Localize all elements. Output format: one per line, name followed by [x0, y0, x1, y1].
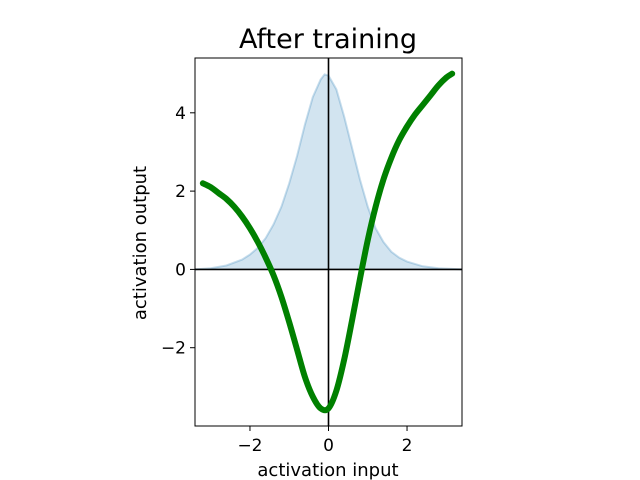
x-tick-label: 0: [323, 436, 334, 456]
y-tick-label: 4: [175, 104, 186, 124]
x-axis-ticks: −2 0 2: [237, 426, 412, 456]
activation-curve-line: [199, 70, 456, 414]
y-tick-label: 0: [175, 260, 186, 280]
chart-title: After training: [239, 24, 417, 55]
y-tick-label: 2: [175, 182, 186, 202]
plot-area: [194, 58, 463, 426]
density-area-edge: [194, 73, 463, 271]
x-tick-label: 2: [402, 436, 413, 456]
y-axis-label: activation output: [130, 166, 151, 320]
y-axis-ticks: −2 0 2 4: [161, 104, 195, 359]
x-tick-label: −2: [237, 436, 262, 456]
x-axis-label: activation input: [257, 460, 398, 480]
y-tick-label: −2: [161, 339, 186, 359]
